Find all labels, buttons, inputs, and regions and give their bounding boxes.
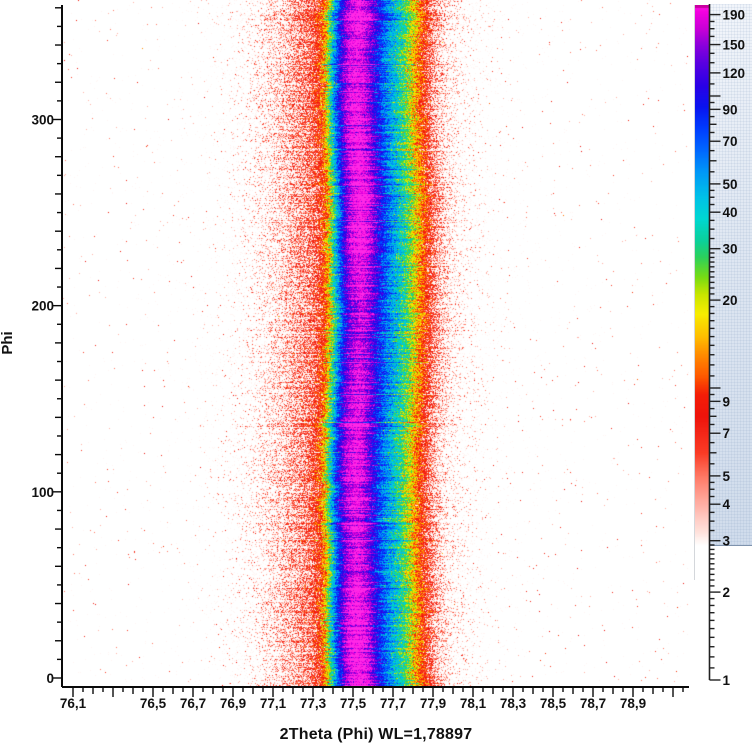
x-axis-title: 2Theta (Phi) WL=1,78897 xyxy=(279,726,473,743)
colorbar-panel xyxy=(710,4,752,546)
x-tick-label: 78,3 xyxy=(500,696,527,711)
y-tick-label: 300 xyxy=(31,112,54,127)
y-tick-label: 200 xyxy=(31,299,54,314)
x-tick-label: 77,9 xyxy=(420,696,446,711)
x-tick-label: 77,3 xyxy=(300,696,327,711)
x-tick-label: 78,5 xyxy=(540,696,567,711)
y-axis-title: Phi xyxy=(0,331,16,355)
x-tick-label: 77,5 xyxy=(340,696,367,711)
y-tick-label: 0 xyxy=(46,671,54,686)
colorbar: 190 150 120 90 70 50 40 30 20 9 7 5 4 3 2 1 xyxy=(688,0,752,700)
x-tick-label: 77,1 xyxy=(260,696,287,711)
x-tick-label: 78,9 xyxy=(620,696,646,711)
x-tick-label: 76,9 xyxy=(220,696,246,711)
x-tick-label: 78,7 xyxy=(580,696,606,711)
x-tick-label: 76,7 xyxy=(180,696,206,711)
x-tick-label: 78,1 xyxy=(460,696,487,711)
x-tick-label: 77,7 xyxy=(380,696,406,711)
x-tick-label: 76,1 xyxy=(60,696,87,711)
y-tick-label: 100 xyxy=(31,485,54,500)
x-tick-label: 76,5 xyxy=(140,696,167,711)
colorbar-tick-label: 1 xyxy=(723,673,731,688)
heatmap-canvas xyxy=(63,0,689,686)
colorbar-tick-label: 2 xyxy=(723,585,731,600)
colorbar-gradient-strip xyxy=(694,5,709,580)
